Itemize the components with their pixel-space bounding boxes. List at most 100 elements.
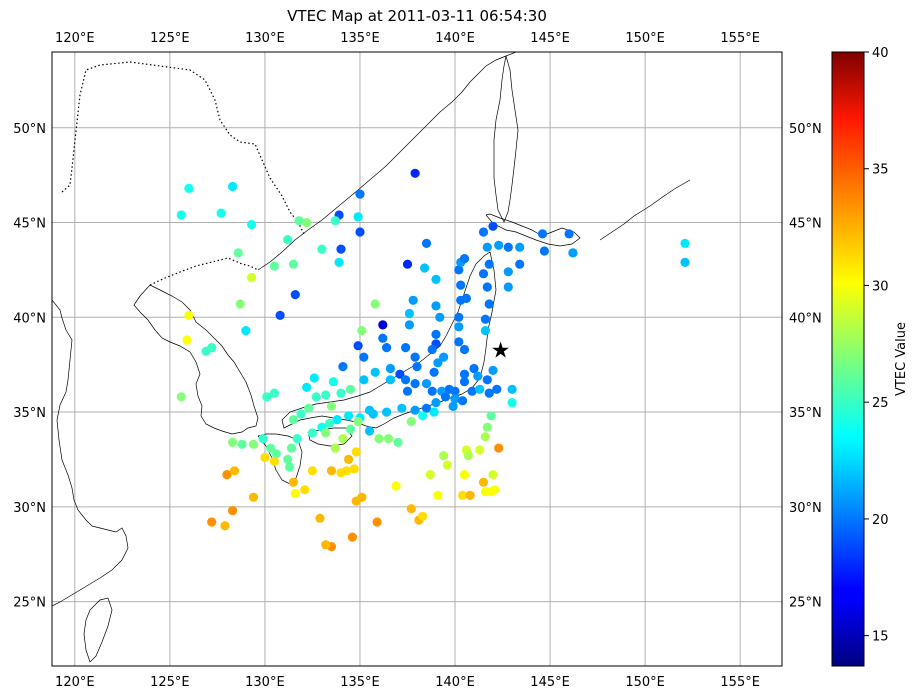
plot-frame bbox=[51, 51, 783, 667]
vtec-point bbox=[235, 299, 245, 309]
x-tick-label-top: 145°E bbox=[530, 31, 570, 46]
vtec-point bbox=[266, 443, 276, 453]
vtec-point bbox=[435, 312, 445, 322]
vtec-point bbox=[482, 282, 492, 292]
vtec-point bbox=[401, 343, 411, 353]
vtec-point bbox=[326, 466, 337, 476]
sakhalin-coastline bbox=[493, 55, 519, 223]
x-tick-label-bottom: 120°E bbox=[55, 675, 95, 690]
vtec-point bbox=[480, 314, 490, 324]
vtec-point bbox=[482, 422, 492, 432]
vtec-point bbox=[269, 456, 279, 466]
vtec-point bbox=[568, 248, 578, 258]
vtec-point bbox=[364, 426, 375, 436]
vtec-point bbox=[353, 212, 363, 222]
vtec-point bbox=[309, 373, 319, 383]
x-tick-label-bottom: 150°E bbox=[625, 675, 665, 690]
vtec-point bbox=[427, 386, 437, 396]
vtec-point bbox=[248, 439, 259, 449]
vtec-point bbox=[454, 265, 464, 275]
x-tick-label-top: 125°E bbox=[150, 31, 190, 46]
vtec-point bbox=[229, 466, 240, 476]
vtec-point bbox=[482, 375, 492, 385]
x-tick-label-bottom: 140°E bbox=[435, 675, 475, 690]
vtec-point bbox=[233, 248, 243, 258]
vtec-point bbox=[349, 464, 359, 474]
vtec-point bbox=[302, 218, 312, 228]
vtec-point bbox=[351, 447, 361, 457]
vtec-point bbox=[311, 392, 321, 402]
vtec-point bbox=[385, 375, 395, 385]
vtec-point bbox=[247, 219, 257, 230]
vtec-point bbox=[330, 443, 340, 453]
vtec-point bbox=[454, 322, 464, 332]
y-tick-label-left: 30°N bbox=[13, 501, 46, 516]
vtec-point bbox=[488, 221, 498, 231]
vtec-point bbox=[385, 363, 395, 374]
vtec-point bbox=[484, 388, 494, 398]
vtec-point bbox=[370, 299, 380, 309]
vtec-point bbox=[401, 375, 411, 385]
vtec-point bbox=[404, 320, 414, 330]
vtec-point bbox=[680, 238, 690, 248]
vtec-point bbox=[357, 326, 367, 336]
vtec-point bbox=[395, 369, 405, 379]
vtec-point bbox=[439, 451, 449, 461]
vtec-point bbox=[480, 326, 490, 336]
vtec-point bbox=[397, 403, 407, 413]
axis-ticks: 120°E 120°E 125°E 125°E 130°E 130°E 135°E 135°E… bbox=[13, 31, 822, 690]
vtec-point bbox=[412, 362, 422, 372]
russia-coastline bbox=[257, 52, 517, 271]
vtec-point bbox=[459, 369, 470, 379]
vtec-point bbox=[176, 210, 186, 220]
chart-title: VTEC Map at 2011-03-11 06:54:30 bbox=[287, 7, 547, 25]
vtec-point bbox=[492, 384, 502, 394]
vtec-point bbox=[269, 388, 279, 398]
vtec-point bbox=[275, 310, 285, 320]
vtec-point bbox=[286, 443, 297, 453]
vtec-point bbox=[260, 452, 270, 463]
vtec-point bbox=[478, 477, 489, 487]
vtec-point bbox=[347, 532, 357, 542]
grid bbox=[52, 52, 782, 666]
vtec-point bbox=[488, 470, 498, 480]
vtec-point bbox=[294, 216, 304, 226]
vtec-point bbox=[440, 392, 451, 402]
vtec-point bbox=[480, 432, 490, 442]
vtec-point bbox=[454, 337, 464, 347]
vtec-point bbox=[515, 259, 525, 269]
x-tick-label-bottom: 125°E bbox=[150, 675, 190, 690]
vtec-point bbox=[222, 470, 232, 480]
vtec-point bbox=[478, 227, 489, 237]
vtec-point bbox=[321, 540, 331, 550]
vtec-point bbox=[406, 416, 416, 427]
vtec-point bbox=[507, 384, 517, 394]
vtec-point bbox=[473, 371, 483, 381]
vtec-point bbox=[503, 242, 513, 252]
y-tick-label-right: 50°N bbox=[789, 122, 822, 137]
vtec-point bbox=[680, 257, 690, 267]
vtec-point bbox=[378, 320, 388, 330]
colorbar-tick-label: 35 bbox=[872, 163, 889, 178]
vtec-point bbox=[410, 352, 420, 362]
vtec-point bbox=[237, 439, 247, 449]
vtec-point bbox=[459, 344, 470, 355]
vtec-point bbox=[370, 367, 380, 377]
vtec-point bbox=[402, 386, 413, 396]
vtec-point bbox=[228, 181, 238, 192]
vtec-point bbox=[300, 485, 310, 495]
vtec-point bbox=[431, 398, 441, 408]
vtec-point bbox=[325, 418, 335, 428]
vtec-point bbox=[461, 293, 471, 303]
vtec-point bbox=[307, 428, 317, 438]
vtec-point bbox=[429, 407, 439, 417]
vtec-point bbox=[228, 506, 238, 516]
colorbar-tick-label: 30 bbox=[872, 279, 889, 294]
vtec-point bbox=[332, 415, 342, 425]
colorbar: 15 20 25 30 35 40 VTEC Value bbox=[831, 46, 909, 667]
vtec-point bbox=[484, 299, 494, 309]
y-tick-label-left: 40°N bbox=[13, 311, 46, 326]
x-tick-label-bottom: 145°E bbox=[530, 675, 570, 690]
vtec-point bbox=[458, 396, 468, 406]
